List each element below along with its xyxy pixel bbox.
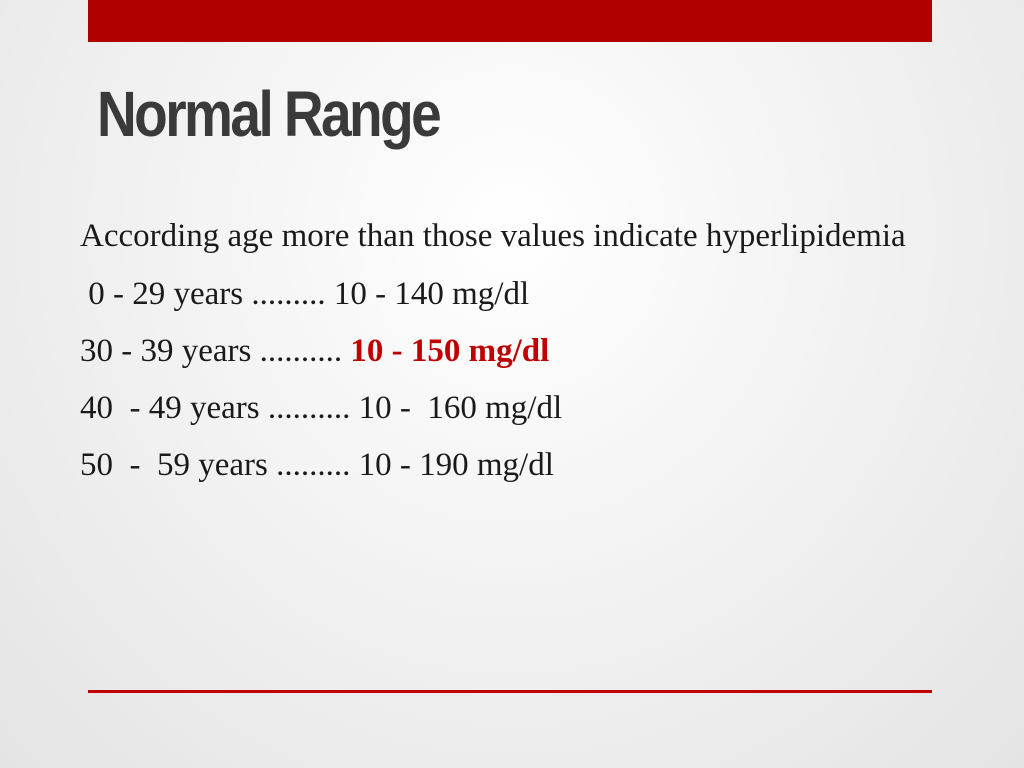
intro-text: According age more than those values ind… bbox=[80, 218, 906, 254]
age-range: 0 - 29 years ......... bbox=[80, 276, 334, 312]
range-row: 40 - 49 years .......... 10 - 160 mg/dl bbox=[80, 380, 940, 437]
range-row: 30 - 39 years .......... 10 - 150 mg/dl bbox=[80, 323, 940, 380]
range-row: 0 - 29 years ......... 10 - 140 mg/dl bbox=[80, 266, 940, 323]
range-value: 10 - 160 mg/dl bbox=[358, 390, 563, 426]
age-range: 30 - 39 years .......... bbox=[80, 333, 351, 369]
bottom-divider bbox=[88, 690, 932, 693]
age-range: 40 - 49 years .......... bbox=[80, 390, 359, 426]
range-value-highlighted: 10 - 150 mg/dl bbox=[350, 333, 550, 369]
age-range: 50 - 59 years ......... bbox=[80, 447, 359, 483]
slide-title: Normal Range bbox=[97, 78, 442, 150]
range-value: 10 - 140 mg/dl bbox=[333, 276, 530, 312]
range-row: 50 - 59 years ......... 10 - 190 mg/dl bbox=[80, 437, 940, 494]
range-value: 10 - 190 mg/dl bbox=[358, 447, 554, 483]
top-accent-bar bbox=[88, 0, 932, 42]
slide-body: According age more than those values ind… bbox=[80, 212, 940, 494]
